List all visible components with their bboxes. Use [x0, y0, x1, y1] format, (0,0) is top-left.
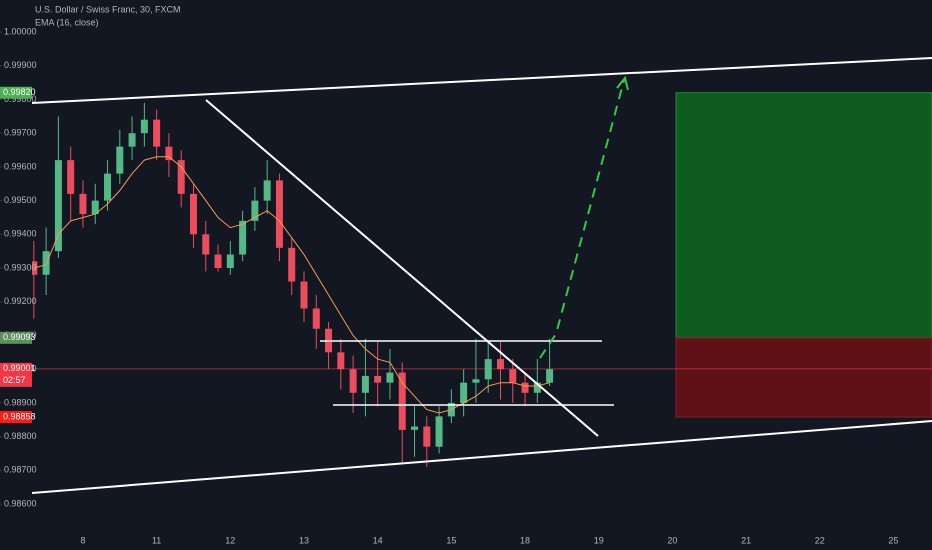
candle-body	[42, 251, 50, 275]
projection-arrow	[539, 79, 625, 359]
candle-body	[337, 352, 345, 370]
candle-body	[263, 180, 271, 201]
y-tick-label: 0.98600	[4, 498, 37, 508]
candle-body	[189, 193, 197, 235]
price-badge-label: 0.99001	[3, 363, 36, 373]
candle-body	[275, 180, 283, 248]
indicator-label: EMA (16, close)	[35, 17, 99, 27]
candle-body	[411, 426, 419, 430]
chart-title: U.S. Dollar / Swiss Franc, 30, FXCM	[35, 4, 181, 14]
candle-body	[128, 133, 136, 147]
candle-body	[509, 369, 517, 383]
channel-bottom	[31, 420, 932, 494]
price-badge	[0, 86, 32, 99]
position-layer	[32, 92, 932, 418]
x-tick-label: 21	[741, 535, 751, 545]
y-tick-label: 0.99600	[4, 161, 37, 171]
price-badge	[0, 362, 32, 387]
x-tick-label: 12	[225, 535, 235, 545]
trend-line	[205, 99, 599, 437]
candle-body	[116, 146, 124, 174]
candle-body	[239, 220, 247, 255]
candle-body	[533, 382, 541, 393]
x-tick-label: 15	[446, 535, 456, 545]
price-badge	[0, 331, 32, 344]
price-badge-label: 0.99093	[3, 332, 36, 342]
candle-body	[386, 372, 394, 383]
x-tick-label: 8	[80, 535, 85, 545]
candle-body	[300, 281, 308, 309]
y-tick-label: 0.99800	[4, 94, 37, 104]
x-tick-label: 22	[815, 535, 825, 545]
candle-body	[177, 160, 185, 194]
candle-body	[288, 247, 296, 282]
arrow-head	[616, 75, 629, 91]
candle-body	[349, 369, 357, 393]
x-tick-label: 14	[373, 535, 383, 545]
price-badge-label: 0.99820	[3, 87, 36, 97]
y-tick-label: 0.99900	[4, 60, 37, 70]
x-tick-label: 25	[888, 535, 898, 545]
price-badge	[0, 411, 32, 424]
candle-body	[226, 254, 234, 269]
ema-line	[33, 156, 550, 414]
candle-body	[251, 200, 259, 221]
candle-body	[153, 119, 161, 147]
y-tick-label: 1.00000	[4, 26, 37, 36]
y-tick-label: 0.99700	[4, 128, 37, 138]
candle-body	[423, 426, 431, 447]
x-tick-label: 18	[520, 535, 530, 545]
candle-body	[472, 379, 480, 383]
candle-body	[496, 359, 504, 370]
y-tick-label: 0.99500	[4, 195, 37, 205]
candle-body	[484, 359, 492, 380]
y-tick-label: 0.99200	[4, 296, 37, 306]
y-tick-label: 0.99400	[4, 229, 37, 239]
candle-body	[435, 416, 443, 447]
plot-layer	[30, 102, 554, 467]
candle-body	[54, 160, 62, 252]
drawings	[31, 57, 932, 494]
candle-body	[374, 375, 382, 383]
y-tick-label: 0.98800	[4, 431, 37, 441]
target-zone	[675, 92, 932, 339]
candle-body	[67, 160, 75, 194]
candle-body	[361, 375, 369, 393]
candle-body	[214, 254, 222, 269]
x-tick-label: 20	[667, 535, 677, 545]
countdown-label: 02:57	[3, 375, 26, 385]
y-tick-label: 0.99300	[4, 262, 37, 272]
price-badge-label: 0.98858	[3, 411, 36, 421]
x-tick-label: 11	[152, 535, 161, 545]
candle-body	[91, 200, 99, 215]
axis-layer: 0.986000.987000.988000.989000.990000.991…	[0, 26, 898, 545]
candle-body	[202, 234, 210, 255]
candle-body	[460, 382, 468, 403]
candle-body	[165, 146, 173, 161]
time-axis	[0, 530, 932, 550]
candle-body	[398, 372, 406, 430]
y-tick-label: 0.98700	[4, 465, 37, 475]
x-tick-label: 13	[299, 535, 309, 545]
candle-body	[521, 382, 529, 393]
stop-zone	[675, 337, 932, 418]
candle-body	[104, 173, 112, 201]
y-tick-label: 0.98900	[4, 397, 37, 407]
x-tick-label: 19	[594, 535, 604, 545]
channel-top	[31, 57, 932, 104]
candle-body	[140, 119, 148, 134]
candle-body	[546, 369, 554, 383]
candle-body	[312, 308, 320, 329]
candle-body	[79, 193, 87, 215]
